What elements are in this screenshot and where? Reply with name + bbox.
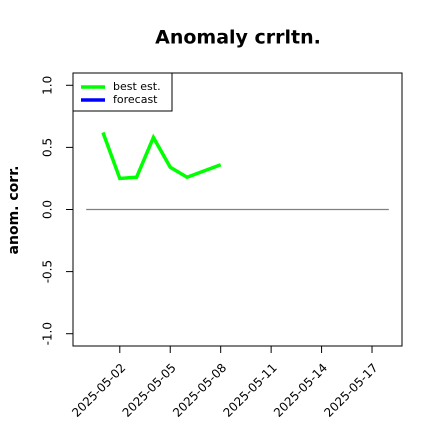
y-tick-label: 0.0: [41, 200, 55, 219]
chart-title: Anomaly crrltn.: [155, 27, 321, 49]
y-axis-label: anom. corr.: [6, 166, 22, 255]
legend-box: [72, 72, 173, 112]
x-tick-label: 2025-05-17: [321, 361, 380, 420]
y-tick-label: 0.5: [41, 138, 55, 157]
legend-label: forecast: [113, 93, 158, 106]
y-tick-label: -1.0: [41, 322, 55, 345]
y-tick-label: 1.0: [41, 76, 55, 95]
legend-label: best est.: [113, 80, 161, 93]
series-line: [101, 131, 222, 181]
y-tick-label: -0.5: [41, 260, 55, 283]
